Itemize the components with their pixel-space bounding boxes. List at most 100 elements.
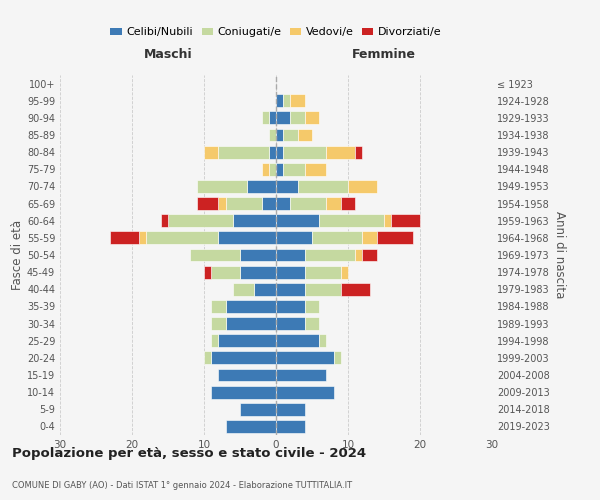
Bar [305,300,319,313]
Bar [211,386,276,398]
Bar [110,232,139,244]
Bar [384,214,391,227]
Bar [276,232,312,244]
Bar [240,403,276,415]
Bar [262,163,269,175]
Bar [341,266,348,278]
Bar [305,266,341,278]
Bar [226,317,276,330]
Bar [283,128,298,141]
Bar [262,197,276,210]
Bar [276,283,305,296]
Bar [290,197,326,210]
Bar [276,300,305,313]
Bar [190,248,240,262]
Legend: Celibi/Nubili, Coniugati/e, Vedovi/e, Divorziati/e: Celibi/Nubili, Coniugati/e, Vedovi/e, Di… [106,23,446,42]
Bar [233,283,254,296]
Bar [377,232,413,244]
Bar [326,146,355,158]
Text: Popolazione per età, sesso e stato civile - 2024: Popolazione per età, sesso e stato civil… [12,448,366,460]
Bar [226,420,276,433]
Bar [161,214,168,227]
Bar [269,128,276,141]
Bar [341,197,355,210]
Bar [276,197,290,210]
Bar [283,163,305,175]
Bar [247,180,276,193]
Bar [276,214,319,227]
Bar [319,214,384,227]
Bar [204,266,211,278]
Bar [276,317,305,330]
Bar [283,94,290,107]
Bar [348,180,377,193]
Bar [276,163,283,175]
Bar [269,163,276,175]
Bar [305,248,355,262]
Bar [298,180,348,193]
Bar [218,368,276,382]
Bar [139,232,146,244]
Bar [204,352,211,364]
Bar [146,232,218,244]
Bar [226,197,262,210]
Bar [355,146,362,158]
Bar [197,180,247,193]
Bar [276,94,283,107]
Bar [290,94,305,107]
Bar [341,283,370,296]
Bar [276,146,283,158]
Bar [211,300,226,313]
Bar [334,352,341,364]
Bar [305,283,341,296]
Bar [197,197,218,210]
Bar [226,300,276,313]
Bar [276,112,290,124]
Bar [298,128,312,141]
Bar [269,112,276,124]
Bar [211,266,240,278]
Bar [305,163,326,175]
Bar [240,248,276,262]
Bar [218,232,276,244]
Bar [319,334,326,347]
Text: Maschi: Maschi [143,48,193,62]
Bar [276,386,334,398]
Bar [262,112,269,124]
Bar [283,146,326,158]
Bar [218,334,276,347]
Text: COMUNE DI GABY (AO) - Dati ISTAT 1° gennaio 2024 - Elaborazione TUTTITALIA.IT: COMUNE DI GABY (AO) - Dati ISTAT 1° genn… [12,480,352,490]
Bar [276,334,319,347]
Bar [326,197,341,210]
Bar [276,248,305,262]
Bar [233,214,276,227]
Bar [362,232,377,244]
Bar [391,214,420,227]
Bar [276,266,305,278]
Bar [355,248,362,262]
Bar [204,146,218,158]
Bar [276,403,305,415]
Bar [276,352,334,364]
Bar [254,283,276,296]
Bar [276,180,298,193]
Bar [276,368,326,382]
Bar [218,197,226,210]
Bar [305,112,319,124]
Bar [276,420,305,433]
Bar [168,214,233,227]
Bar [312,232,362,244]
Bar [218,146,269,158]
Bar [211,317,226,330]
Bar [276,128,283,141]
Bar [290,112,305,124]
Bar [305,317,319,330]
Bar [211,334,218,347]
Y-axis label: Anni di nascita: Anni di nascita [553,212,566,298]
Bar [240,266,276,278]
Bar [269,146,276,158]
Bar [211,352,276,364]
Bar [362,248,377,262]
Y-axis label: Fasce di età: Fasce di età [11,220,24,290]
Text: Femmine: Femmine [352,48,416,62]
